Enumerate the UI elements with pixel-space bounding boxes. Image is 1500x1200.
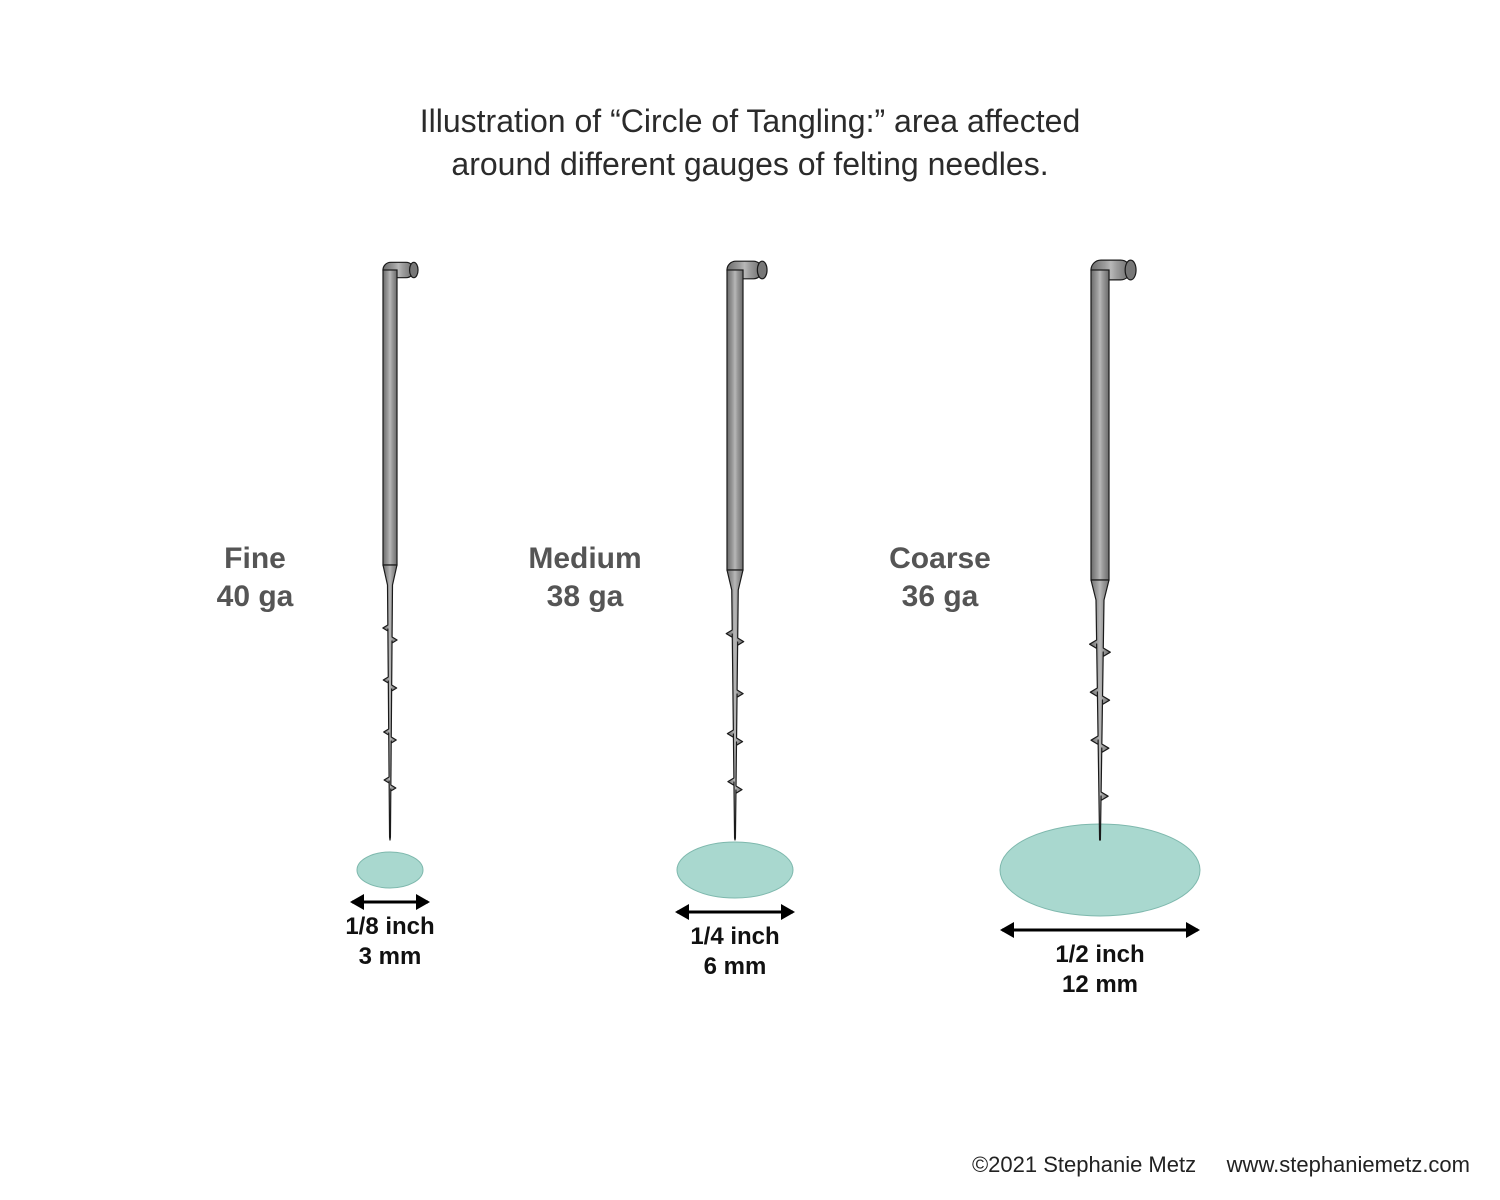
dim-arrowhead-left-medium [675, 904, 689, 920]
gauge-name-coarse: Coarse [889, 542, 991, 575]
needle-shaft-fine [383, 270, 397, 565]
dim-label-fine: 1/8 inch 3 mm [290, 912, 490, 972]
website-url: www.stephaniemetz.com [1227, 1152, 1470, 1177]
needle-blade-fine [383, 565, 397, 840]
gauge-value-fine: 40 ga [217, 580, 294, 613]
dim-mm-coarse: 12 mm [1062, 971, 1138, 998]
needle-blade-coarse [1090, 580, 1111, 840]
needle-head-cap-medium [757, 261, 767, 279]
dim-arrowhead-left-fine [350, 894, 364, 910]
dim-mm-fine: 3 mm [359, 943, 422, 970]
dim-inch-fine: 1/8 inch [345, 913, 434, 940]
gauge-value-medium: 38 ga [547, 580, 624, 613]
footer: ©2021 Stephanie Metz www.stephaniemetz.c… [972, 1152, 1470, 1178]
dim-inch-coarse: 1/2 inch [1055, 941, 1144, 968]
dim-arrowhead-left-coarse [1000, 922, 1014, 938]
needle-shaft-medium [727, 270, 743, 570]
gauge-name-fine: Fine [224, 542, 286, 575]
copyright: ©2021 Stephanie Metz [972, 1152, 1196, 1177]
dim-label-coarse: 1/2 inch 12 mm [1000, 940, 1200, 1000]
dim-mm-medium: 6 mm [704, 953, 767, 980]
dim-inch-medium: 1/4 inch [690, 923, 779, 950]
dim-arrowhead-right-fine [416, 894, 430, 910]
gauge-label-fine: Fine 40 ga [175, 540, 335, 615]
tangling-circle-fine [357, 852, 423, 888]
dim-label-medium: 1/4 inch 6 mm [635, 922, 835, 982]
dim-arrowhead-right-medium [781, 904, 795, 920]
dim-arrowhead-right-coarse [1186, 922, 1200, 938]
needle-head-cap-fine [410, 262, 418, 277]
gauge-name-medium: Medium [528, 542, 641, 575]
needle-head-cap-coarse [1125, 260, 1136, 280]
gauge-label-medium: Medium 38 ga [505, 540, 665, 615]
needle-shaft-coarse [1091, 270, 1109, 580]
needle-blade-medium [726, 570, 743, 840]
tangling-circle-medium [677, 842, 793, 898]
gauge-label-coarse: Coarse 36 ga [860, 540, 1020, 615]
gauge-value-coarse: 36 ga [902, 580, 979, 613]
